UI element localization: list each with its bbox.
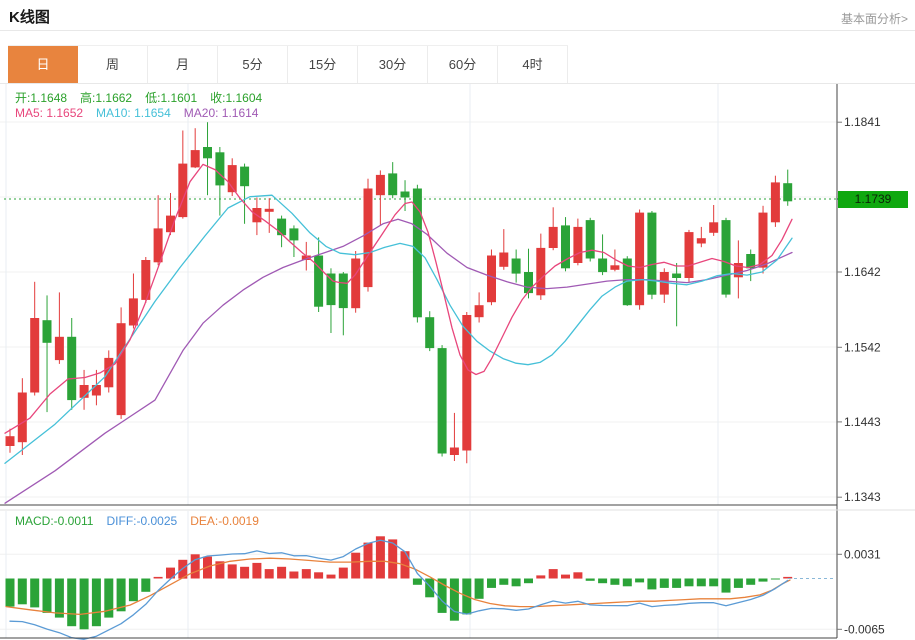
tab-4hour[interactable]: 4时 <box>498 46 568 84</box>
svg-text:1.1343: 1.1343 <box>844 490 881 504</box>
tabbar-bottom-divider <box>0 83 915 84</box>
period-tabbar: 日周月 5分 15分 30分 60分 4时 <box>8 45 568 84</box>
svg-text:-0.0065: -0.0065 <box>844 622 885 636</box>
tab-month[interactable]: 月 <box>148 46 218 84</box>
tab-15min[interactable]: 15分 <box>288 46 358 84</box>
ma10-readout: MA10: 1.1654 <box>96 106 171 120</box>
tab-30min[interactable]: 30分 <box>358 46 428 84</box>
macd-value-readout: MACD:-0.0011 <box>15 514 94 528</box>
open-readout: 开:1.1648 <box>15 91 68 105</box>
fundamental-analysis-link[interactable]: 基本面分析> <box>840 12 908 26</box>
close-readout: 收:1.1604 <box>210 91 263 105</box>
tab-5min[interactable]: 5分 <box>218 46 288 84</box>
high-readout: 高:1.1662 <box>80 91 133 105</box>
page-title: K线图 <box>9 9 50 26</box>
low-readout: 低:1.1601 <box>145 91 198 105</box>
header-divider <box>0 30 915 31</box>
diff-value-readout: DIFF:-0.0025 <box>106 514 178 528</box>
tab-day[interactable]: 日 <box>8 46 78 84</box>
ohlc-readout: 开:1.1648 高:1.1662 低:1.1601 收:1.1604 <box>15 89 275 106</box>
ma20-readout: MA20: 1.1614 <box>183 106 259 120</box>
tab-60min[interactable]: 60分 <box>428 46 498 84</box>
svg-text:1.1642: 1.1642 <box>844 265 881 279</box>
dea-value-readout: DEA:-0.0019 <box>190 514 259 528</box>
svg-text:0.0031: 0.0031 <box>844 547 881 561</box>
macd-readout: MACD:-0.0011 DIFF:-0.0025 DEA:-0.0019 <box>15 514 272 528</box>
ma-readout: MA5: 1.1652 MA10: 1.1654 MA20: 1.1614 <box>15 106 271 120</box>
svg-text:1.1542: 1.1542 <box>844 340 881 354</box>
current-price-badge: 1.1739 <box>838 191 908 208</box>
tab-week[interactable]: 周 <box>78 46 148 84</box>
svg-text:1.1443: 1.1443 <box>844 415 881 429</box>
svg-text:1.1841: 1.1841 <box>844 115 881 129</box>
ma5-readout: MA5: 1.1652 <box>15 106 84 120</box>
